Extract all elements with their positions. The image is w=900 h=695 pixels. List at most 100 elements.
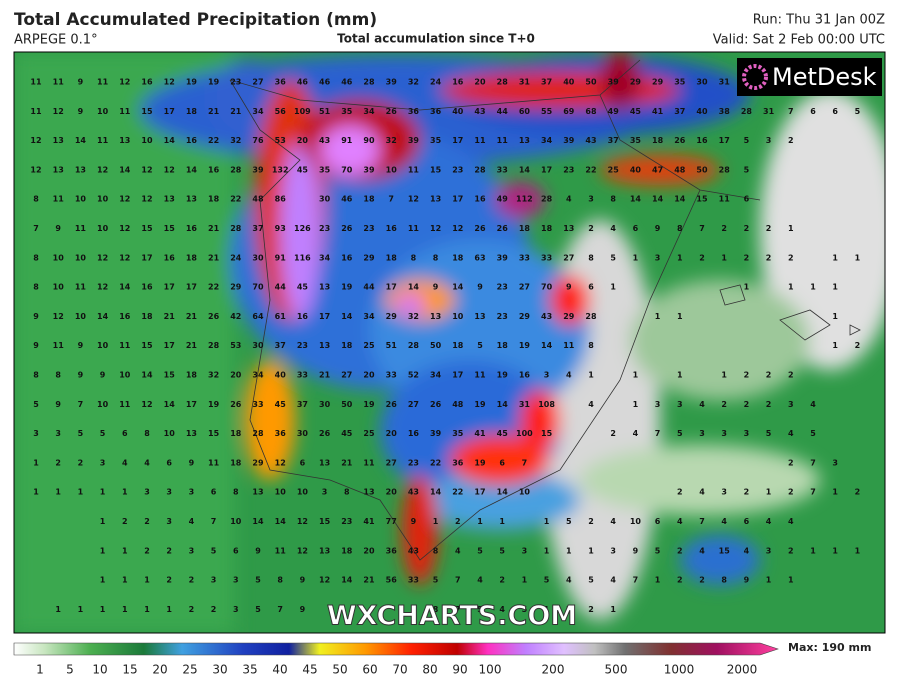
- precip-value: 2: [677, 576, 683, 585]
- precip-value: 9: [33, 312, 39, 321]
- precip-value: 45: [297, 283, 309, 292]
- colorbar-label: 30: [212, 663, 227, 677]
- precip-value: 23: [408, 458, 419, 467]
- precip-value: 12: [141, 400, 152, 409]
- precip-value: 30: [297, 429, 309, 438]
- precip-value: 6: [810, 107, 816, 116]
- precip-value: 7: [810, 458, 816, 467]
- precip-value: 18: [519, 224, 531, 233]
- precip-value: 3: [144, 488, 150, 497]
- precip-value: 18: [452, 341, 464, 350]
- precip-value: 45: [341, 429, 353, 438]
- precip-value: 1: [633, 253, 639, 262]
- precip-value: 7: [655, 429, 661, 438]
- precip-value: 4: [633, 429, 639, 438]
- precip-value: 13: [53, 136, 64, 145]
- precip-value: 32: [208, 371, 219, 380]
- precip-value: 13: [430, 312, 441, 321]
- precip-value: 41: [474, 429, 486, 438]
- precip-value: 1: [100, 546, 106, 555]
- precip-value: 11: [53, 195, 65, 204]
- precip-value: 14: [164, 136, 176, 145]
- precip-value: 8: [33, 253, 39, 262]
- precip-value: 4: [699, 488, 705, 497]
- precip-value: 2: [211, 605, 217, 614]
- colorbar-label: 80: [422, 663, 437, 677]
- precip-value: 34: [363, 107, 375, 116]
- precip-value: 4: [189, 517, 195, 526]
- precip-value: 10: [452, 312, 464, 321]
- precip-value: 15: [141, 224, 153, 233]
- precip-value: 19: [208, 78, 220, 87]
- precip-value: 36: [430, 107, 442, 116]
- precip-value: 8: [588, 253, 594, 262]
- precip-value: 2: [122, 517, 128, 526]
- precip-value: 37: [674, 107, 685, 116]
- precip-value: 4: [788, 429, 794, 438]
- map-frame: [13, 51, 886, 634]
- precip-value: 1: [144, 576, 150, 585]
- precip-value: 13: [186, 195, 197, 204]
- precip-value: 1: [122, 488, 128, 497]
- precip-value: 50: [696, 165, 708, 174]
- precip-value: 23: [563, 165, 574, 174]
- precip-value: 34: [541, 136, 553, 145]
- precip-value: 8: [233, 488, 239, 497]
- precip-value: 5: [522, 605, 528, 614]
- precip-value: 16: [297, 312, 309, 321]
- precip-value: 64: [252, 312, 264, 321]
- max-label: Max: 190 mm: [788, 641, 871, 654]
- colorbar-label: 500: [605, 663, 628, 677]
- precip-value: 2: [588, 605, 594, 614]
- precip-value: 4: [677, 517, 683, 526]
- precip-value: 1: [766, 576, 772, 585]
- precip-value: 1: [855, 546, 861, 555]
- precip-value: 3: [189, 546, 195, 555]
- precip-value: 19: [519, 341, 531, 350]
- precip-value: 7: [788, 107, 794, 116]
- precip-value: 1: [744, 283, 750, 292]
- precip-value: 17: [719, 136, 730, 145]
- subtitle: Total accumulation since T+0: [337, 32, 535, 46]
- precip-value: 11: [408, 224, 420, 233]
- precip-value: 12: [119, 224, 130, 233]
- precip-value: 12: [97, 253, 108, 262]
- precip-value: 5: [477, 546, 483, 555]
- precip-value: 9: [744, 576, 750, 585]
- precip-value: 2: [788, 136, 794, 145]
- precip-value: 4: [566, 576, 572, 585]
- precip-value: 1: [477, 517, 483, 526]
- precip-value: 3: [100, 458, 106, 467]
- precip-value: 9: [100, 371, 106, 380]
- precip-value: 2: [144, 546, 150, 555]
- precip-value: 33: [541, 253, 552, 262]
- precip-value: 6: [588, 283, 594, 292]
- precip-value: 68: [585, 107, 597, 116]
- precip-value: 18: [386, 253, 398, 262]
- precip-value: 50: [341, 400, 353, 409]
- precip-value: 17: [386, 283, 397, 292]
- precip-value: 2: [766, 400, 772, 409]
- precip-value: 22: [208, 136, 219, 145]
- precip-value: 11: [408, 165, 420, 174]
- precip-value: 29: [519, 312, 531, 321]
- precip-value: 5: [810, 429, 816, 438]
- precip-value: 112: [516, 195, 533, 204]
- precip-value: 32: [386, 136, 397, 145]
- precip-value: 11: [474, 371, 486, 380]
- precip-value: 15: [164, 371, 176, 380]
- precip-value: 132: [272, 165, 289, 174]
- precip-value: 8: [33, 371, 39, 380]
- precip-value: 18: [363, 195, 375, 204]
- precip-value: 12: [141, 165, 152, 174]
- precip-value: 22: [430, 458, 441, 467]
- precip-value: 35: [430, 136, 442, 145]
- precip-value: 2: [588, 224, 594, 233]
- precip-value: 51: [386, 341, 398, 350]
- precip-value: 38: [719, 107, 731, 116]
- precip-value: 2: [788, 546, 794, 555]
- precip-value: 14: [630, 195, 642, 204]
- precip-value: 26: [319, 429, 331, 438]
- precip-value: 22: [585, 165, 596, 174]
- precip-value: 12: [53, 312, 64, 321]
